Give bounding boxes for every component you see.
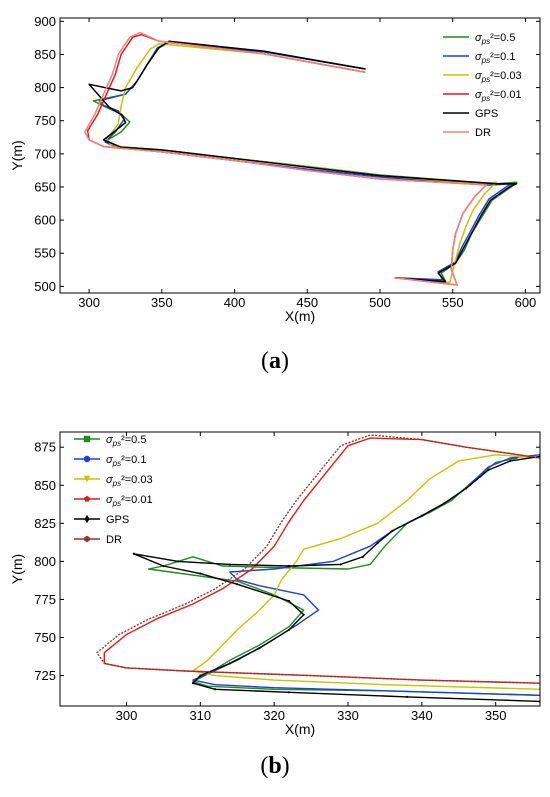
legend-label-5: DR — [475, 127, 491, 139]
y-tick-label-8: 900 — [34, 14, 56, 29]
x-tick-label-0: 300 — [116, 708, 138, 723]
y-tick-label-3: 650 — [34, 179, 56, 194]
panel-label-a: (a) — [261, 348, 289, 374]
legend-label-3: σps²=0.01 — [106, 494, 153, 508]
x-tick-label-3: 450 — [296, 295, 318, 310]
gps-point-17 — [287, 599, 291, 603]
y-tick-label-4: 825 — [34, 516, 56, 531]
gps-point-7 — [376, 542, 379, 545]
gps-point-9 — [339, 563, 342, 566]
y-tick-label-0: 500 — [34, 279, 56, 294]
series-line-3 — [86, 33, 487, 286]
legend-marker-0 — [83, 435, 91, 443]
plot-frame — [59, 431, 541, 707]
gps-point-1 — [509, 459, 512, 463]
panel-label-b: (b) — [260, 753, 290, 779]
gps-point-11 — [228, 563, 231, 566]
series-line-1 — [192, 454, 540, 696]
legend-label-5: DR — [106, 534, 122, 546]
gps-point-26 — [405, 695, 409, 698]
x-axis-label: X(m) — [285, 721, 315, 737]
x-tick-label-0: 300 — [78, 295, 100, 310]
y-tick-label-1: 750 — [34, 630, 56, 645]
gps-point-23 — [191, 682, 195, 685]
gps-point-19 — [287, 628, 291, 631]
legend: σps²=0.5 σps²=0.1 σps²=0.03 σps²=0.01 GPS DR — [443, 32, 522, 139]
gps-point-25 — [287, 691, 291, 694]
y-tick-label-6: 800 — [34, 80, 56, 95]
x-tick-label-2: 320 — [263, 708, 285, 723]
legend-label-4: GPS — [106, 514, 129, 526]
x-tick-label-6: 600 — [515, 295, 537, 310]
legend-marker-4 — [84, 514, 90, 524]
figure-panel-b: 300 310 320 330 340 350 725 750 775 800 825 850 875 X… — [0, 395, 550, 792]
gps-point-10 — [287, 564, 291, 568]
gps-point-12 — [177, 560, 180, 563]
x-tick-label-1: 350 — [151, 295, 173, 310]
x-tick-label-1: 310 — [189, 708, 211, 723]
series-line-1 — [98, 41, 515, 281]
gps-point-8 — [361, 555, 364, 558]
plot-area — [83, 31, 518, 286]
legend-marker-5 — [84, 535, 90, 543]
chart-b-plot: 300 310 320 330 340 350 725 750 775 800 825 850 875 X… — [9, 431, 541, 737]
x-tick-label-3: 330 — [337, 708, 359, 723]
legend: σps²=0.5 σps²=0.1 σps²=0.03 σps²=0.01 GPS DR — [74, 434, 153, 546]
gps-point-20 — [258, 647, 261, 650]
y-axis-label: Y(m) — [9, 140, 25, 170]
series-line-5 — [83, 31, 487, 286]
y-tick-label-0: 725 — [34, 668, 56, 683]
legend-marker-3 — [83, 495, 91, 502]
plot-area — [96, 434, 540, 703]
legend-marker-2 — [83, 475, 91, 483]
gps-point-21 — [228, 662, 231, 665]
legend-label-4: GPS — [475, 108, 498, 120]
gps-point-18 — [302, 613, 305, 616]
y-tick-label-4: 700 — [34, 146, 56, 161]
series-line-2 — [105, 43, 498, 284]
gps-point-5 — [420, 514, 423, 517]
x-tick-label-5: 350 — [485, 708, 507, 723]
gps-point-14 — [162, 564, 165, 568]
gps-point-6 — [391, 529, 394, 533]
series-line-2 — [192, 454, 540, 690]
x-tick-label-2: 400 — [224, 295, 246, 310]
y-tick-label-3: 800 — [34, 554, 56, 569]
chart-a-plot: 300 350 400 450 500 550 600 500 550 600 650 700 750 8… — [9, 14, 541, 324]
gps-point-24 — [213, 688, 217, 691]
figure-panel-a: 300 350 400 450 500 550 600 500 550 600 650 700 750 8… — [0, 0, 550, 395]
gps-point-2 — [487, 468, 490, 472]
legend-label-3: σps²=0.01 — [475, 89, 522, 103]
gps-point-22 — [199, 674, 202, 677]
gps-point-15 — [199, 572, 202, 575]
y-tick-label-6: 875 — [34, 440, 56, 455]
legend-label-0: σps²=0.5 — [106, 434, 146, 448]
gps-point-13 — [132, 552, 135, 555]
series-line-4 — [88, 40, 518, 283]
y-tick-label-2: 775 — [34, 592, 56, 607]
gps-point-4 — [442, 502, 446, 505]
legend-label-2: σps²=0.03 — [106, 474, 153, 488]
x-tick-label-4: 500 — [369, 295, 391, 310]
y-tick-label-7: 850 — [34, 47, 56, 62]
series-line-4 — [133, 455, 540, 703]
legend-label-1: σps²=0.1 — [106, 454, 146, 468]
x-tick-label-5: 550 — [442, 295, 464, 310]
legend-label-2: σps²=0.03 — [475, 70, 522, 84]
y-tick-label-5: 850 — [34, 478, 56, 493]
y-axis-label: Y(m) — [9, 554, 25, 584]
x-axis-label: X(m) — [285, 308, 315, 324]
gps-point-3 — [465, 487, 468, 490]
legend-label-0: σps²=0.5 — [475, 32, 515, 46]
gps-point-16 — [236, 583, 239, 586]
y-tick-label-2: 600 — [34, 213, 56, 228]
y-tick-label-1: 550 — [34, 246, 56, 261]
plot-frame — [59, 17, 541, 294]
y-tick-label-5: 750 — [34, 113, 56, 128]
legend-label-1: σps²=0.1 — [475, 51, 515, 65]
x-tick-label-4: 340 — [411, 708, 433, 723]
series-line-0 — [147, 457, 540, 696]
series-line-3 — [103, 437, 540, 684]
legend-marker-1 — [83, 455, 91, 463]
